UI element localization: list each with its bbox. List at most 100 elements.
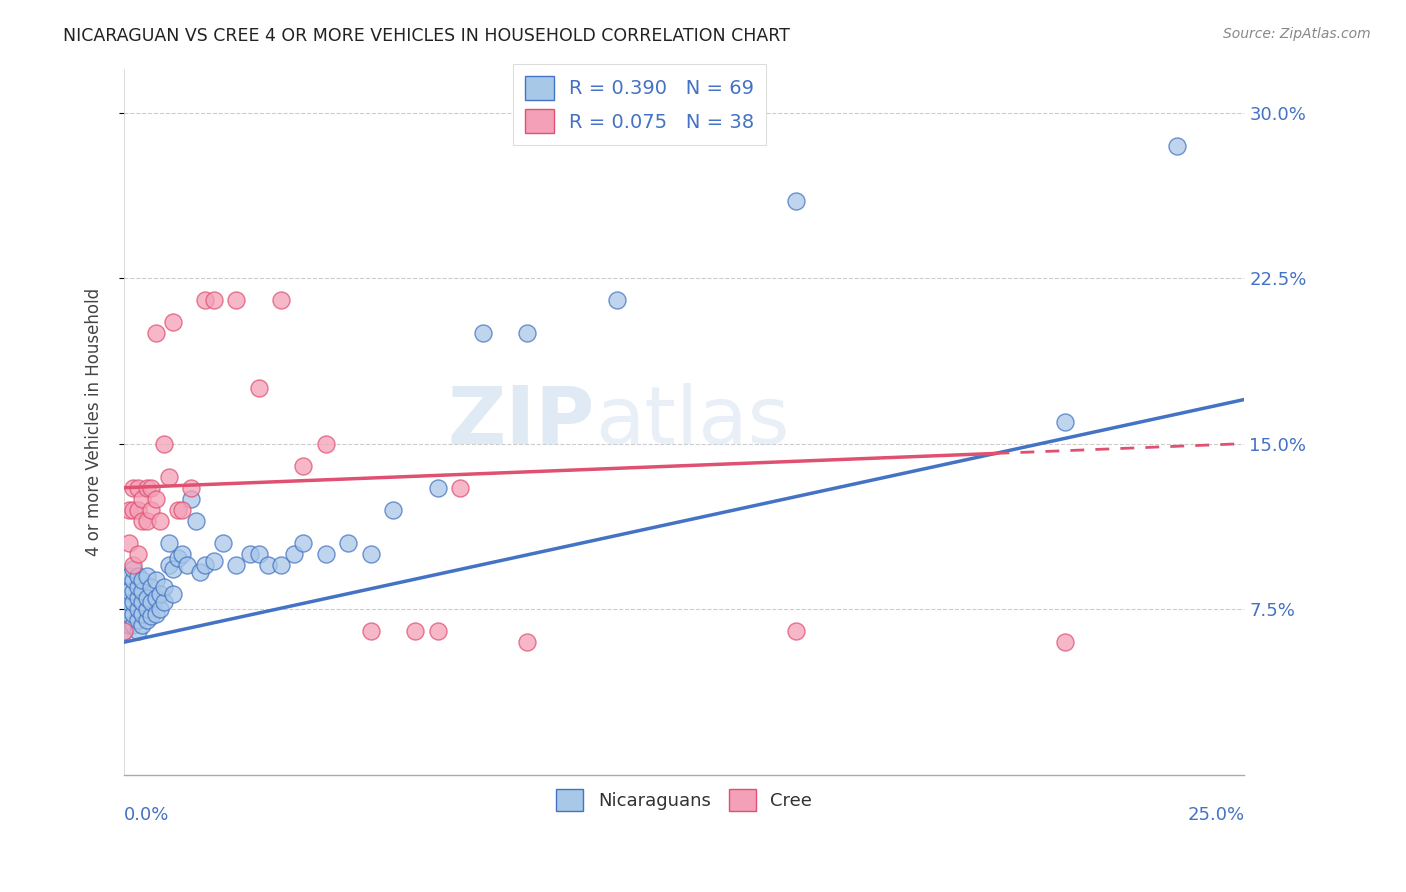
Point <box>225 293 247 308</box>
Point <box>239 547 262 561</box>
Point <box>516 635 538 649</box>
Text: NICARAGUAN VS CREE 4 OR MORE VEHICLES IN HOUSEHOLD CORRELATION CHART: NICARAGUAN VS CREE 4 OR MORE VEHICLES IN… <box>63 27 790 45</box>
Point <box>149 514 172 528</box>
Point <box>382 503 405 517</box>
Point <box>127 613 149 627</box>
Point <box>135 569 157 583</box>
Point <box>785 194 807 208</box>
Point <box>184 514 207 528</box>
Point <box>194 558 217 572</box>
Point <box>139 580 162 594</box>
Point <box>225 558 247 572</box>
Point <box>139 503 162 517</box>
Point <box>131 491 153 506</box>
Point <box>122 607 145 621</box>
Text: Source: ZipAtlas.com: Source: ZipAtlas.com <box>1223 27 1371 41</box>
Point <box>122 503 145 517</box>
Point <box>135 602 157 616</box>
Point <box>139 595 162 609</box>
Point <box>122 574 145 588</box>
Point <box>194 293 217 308</box>
Point <box>117 503 139 517</box>
Point <box>145 607 167 621</box>
Point <box>117 536 139 550</box>
Point <box>122 562 145 576</box>
Point <box>426 481 449 495</box>
Point <box>139 608 162 623</box>
Text: 0.0%: 0.0% <box>124 806 170 824</box>
Point <box>162 587 184 601</box>
Point <box>131 584 153 599</box>
Point <box>127 624 149 639</box>
Point <box>292 458 315 473</box>
Point <box>117 607 139 621</box>
Point <box>180 491 202 506</box>
Point <box>157 536 180 550</box>
Point <box>127 580 149 594</box>
Point <box>202 553 225 567</box>
Point <box>337 536 360 550</box>
Point <box>145 574 167 588</box>
Point <box>127 481 149 495</box>
Point <box>117 595 139 609</box>
Point <box>139 481 162 495</box>
Point <box>315 436 337 450</box>
Point <box>135 591 157 605</box>
Point <box>127 503 149 517</box>
Point <box>112 602 135 616</box>
Point <box>117 584 139 599</box>
Point <box>785 624 807 639</box>
Point <box>112 624 135 639</box>
Y-axis label: 4 or more Vehicles in Household: 4 or more Vehicles in Household <box>86 287 103 556</box>
Point <box>360 547 382 561</box>
Point <box>122 595 145 609</box>
Point <box>153 436 176 450</box>
Point <box>1166 138 1188 153</box>
Point <box>270 558 292 572</box>
Point <box>247 547 270 561</box>
Point <box>247 381 270 395</box>
Point <box>127 602 149 616</box>
Point <box>127 569 149 583</box>
Point <box>145 491 167 506</box>
Point <box>202 293 225 308</box>
Point <box>256 558 278 572</box>
Point <box>122 558 145 572</box>
Point <box>404 624 426 639</box>
Point <box>606 293 628 308</box>
Point <box>117 569 139 583</box>
Point <box>471 326 494 341</box>
Point <box>145 326 167 341</box>
Point <box>1054 635 1077 649</box>
Point <box>135 613 157 627</box>
Point <box>122 584 145 599</box>
Point <box>131 574 153 588</box>
Point <box>426 624 449 639</box>
Point <box>131 617 153 632</box>
Point <box>127 591 149 605</box>
Point <box>131 607 153 621</box>
Point <box>131 595 153 609</box>
Point <box>117 617 139 632</box>
Text: atlas: atlas <box>595 383 789 460</box>
Point <box>449 481 471 495</box>
Legend: Nicaraguans, Cree: Nicaraguans, Cree <box>550 782 820 819</box>
Point <box>112 624 135 639</box>
Text: ZIP: ZIP <box>447 383 595 460</box>
Point <box>172 547 194 561</box>
Point <box>270 293 292 308</box>
Point <box>172 503 194 517</box>
Point <box>167 503 190 517</box>
Point <box>157 558 180 572</box>
Point <box>149 602 172 616</box>
Point <box>135 481 157 495</box>
Point <box>122 481 145 495</box>
Text: 25.0%: 25.0% <box>1187 806 1244 824</box>
Point <box>283 547 305 561</box>
Point <box>167 551 190 566</box>
Point <box>516 326 538 341</box>
Point <box>315 547 337 561</box>
Point <box>162 315 184 329</box>
Point <box>127 547 149 561</box>
Point <box>122 617 145 632</box>
